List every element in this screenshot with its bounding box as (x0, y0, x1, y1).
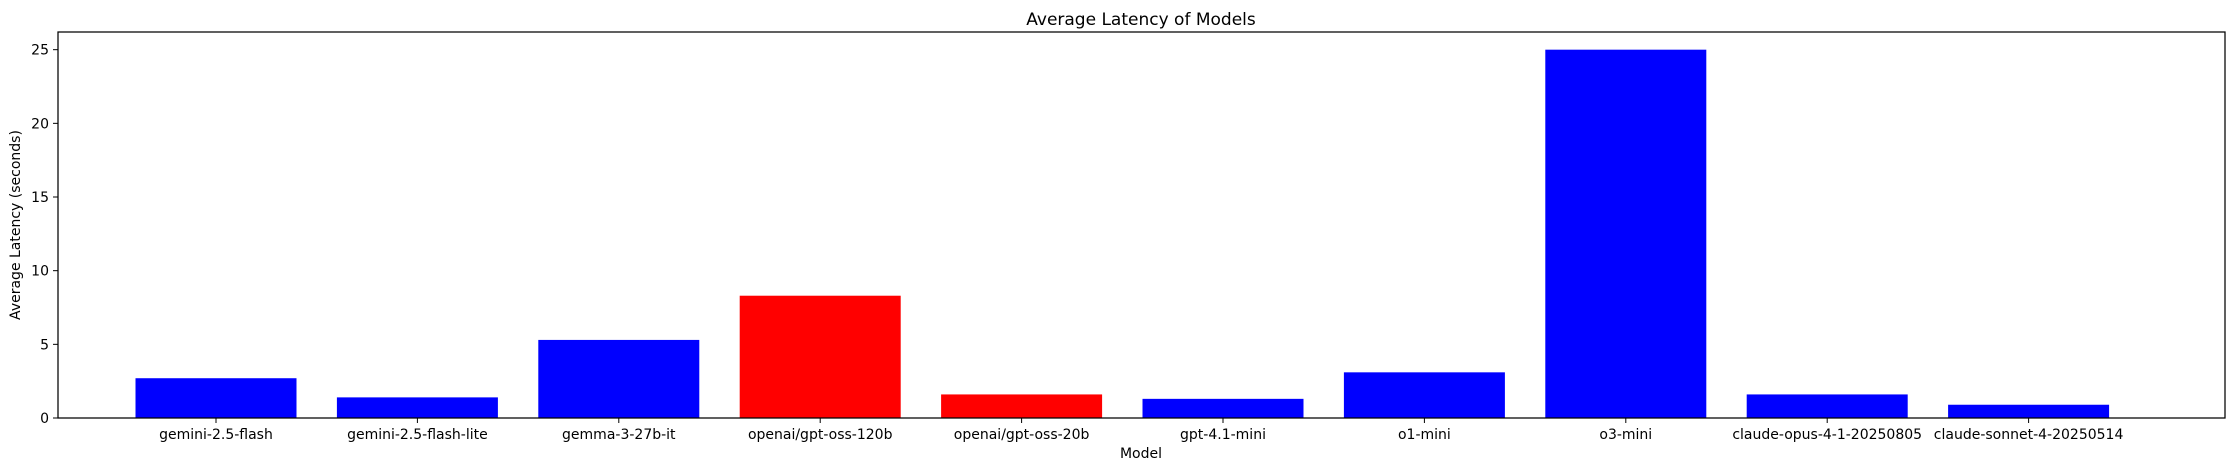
x-tick-label: claude-opus-4-1-20250805 (1732, 427, 1922, 443)
y-tick-label: 10 (31, 264, 49, 280)
x-tick-label: gemma-3-27b-it (562, 427, 676, 443)
x-tick-label: o3-mini (1599, 427, 1652, 443)
x-tick-label: gemini-2.5-flash-lite (347, 427, 488, 443)
x-tick-label: gemini-2.5-flash (159, 427, 273, 443)
bar-gemma-3-27b-it (538, 339, 700, 418)
x-tick-label: openai/gpt-oss-20b (954, 427, 1090, 443)
chart-title: Average Latency of Models (1026, 10, 1256, 30)
bar-openai-gpt-oss-20b (941, 394, 1103, 418)
x-tick-label: openai/gpt-oss-120b (748, 427, 893, 443)
y-tick-label: 5 (40, 337, 49, 353)
x-axis-label: Model (1120, 446, 1162, 462)
y-tick-label: 15 (31, 190, 49, 206)
y-tick-label: 20 (31, 116, 49, 132)
y-axis-ticks: 0 5 10 15 20 25 (31, 43, 58, 427)
bar-gpt-4-1-mini (1142, 398, 1304, 418)
bar-claude-sonnet-4-20250514 (1948, 404, 2110, 418)
bar-claude-opus-4-1-20250805 (1746, 394, 1908, 418)
y-tick-label: 25 (31, 43, 49, 59)
bar-o1-mini (1343, 372, 1505, 418)
y-axis-label: Average Latency (seconds) (8, 130, 24, 320)
bar-gemini-2-5-flash (135, 378, 297, 418)
x-tick-label: claude-sonnet-4-20250514 (1934, 427, 2124, 443)
x-tick-label: o1-mini (1398, 427, 1451, 443)
x-axis-ticks: gemini-2.5-flash gemini-2.5-flash-lite gem… (159, 418, 2123, 443)
x-tick-label: gpt-4.1-mini (1180, 427, 1266, 443)
y-tick-label: 0 (40, 411, 49, 427)
bars-group (135, 49, 2110, 419)
bar-o3-mini (1545, 49, 1707, 419)
plot-area-frame (57, 31, 2226, 419)
bar-gemini-2-5-flash-lite (336, 397, 498, 418)
bar-openai-gpt-oss-120b (739, 295, 901, 418)
